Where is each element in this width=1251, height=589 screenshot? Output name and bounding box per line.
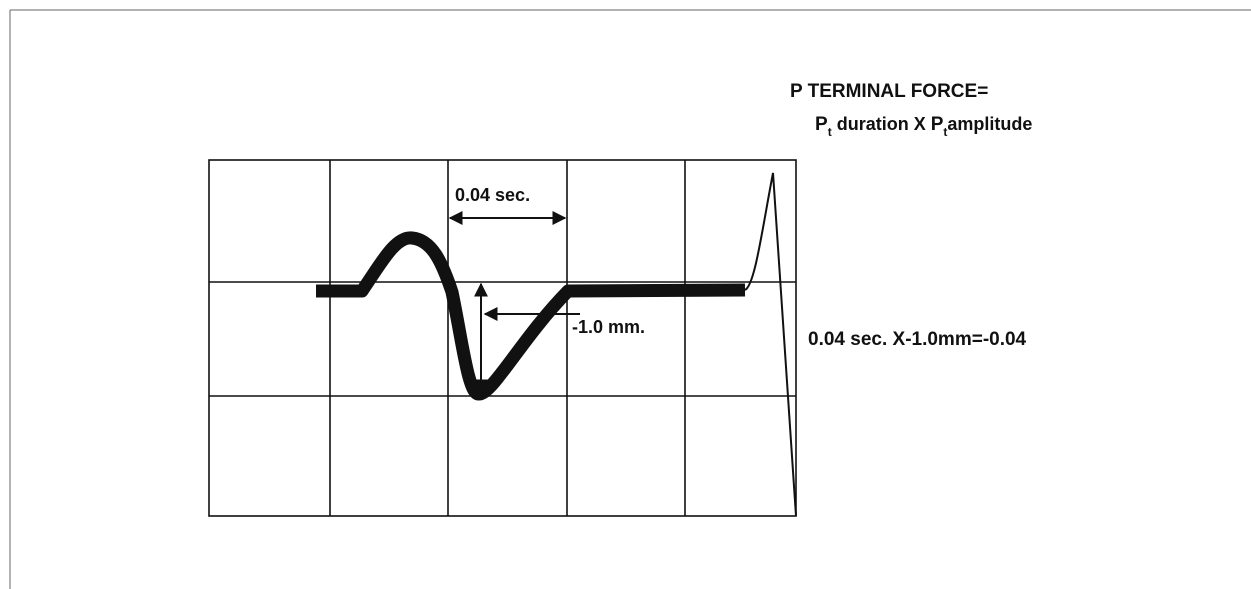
formula-subscript: t <box>943 125 947 139</box>
grid-border <box>208 159 797 517</box>
formula-part: P <box>931 114 944 135</box>
p-wave <box>316 231 746 401</box>
formula-part: amplitude <box>947 114 1032 134</box>
duration-label: 0.04 sec. <box>455 185 530 205</box>
annotation-title: P TERMINAL FORCE= <box>790 81 988 102</box>
formula-part: duration X <box>832 114 931 134</box>
amplitude-label: -1.0 mm. <box>572 317 645 337</box>
qrs-spike <box>744 172 797 517</box>
formula-subscript: t <box>828 125 832 139</box>
formula-part: P <box>815 114 828 135</box>
annotation-formula: Pt duration X Ptamplitude <box>790 114 1047 139</box>
ecg-grid <box>208 159 797 517</box>
calculation: 0.04 sec. X-1.0mm=-0.04 <box>808 329 1027 350</box>
